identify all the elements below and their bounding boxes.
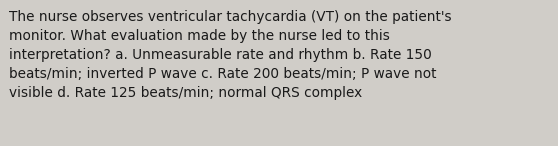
Text: The nurse observes ventricular tachycardia (VT) on the patient's
monitor. What e: The nurse observes ventricular tachycard… (9, 10, 451, 100)
